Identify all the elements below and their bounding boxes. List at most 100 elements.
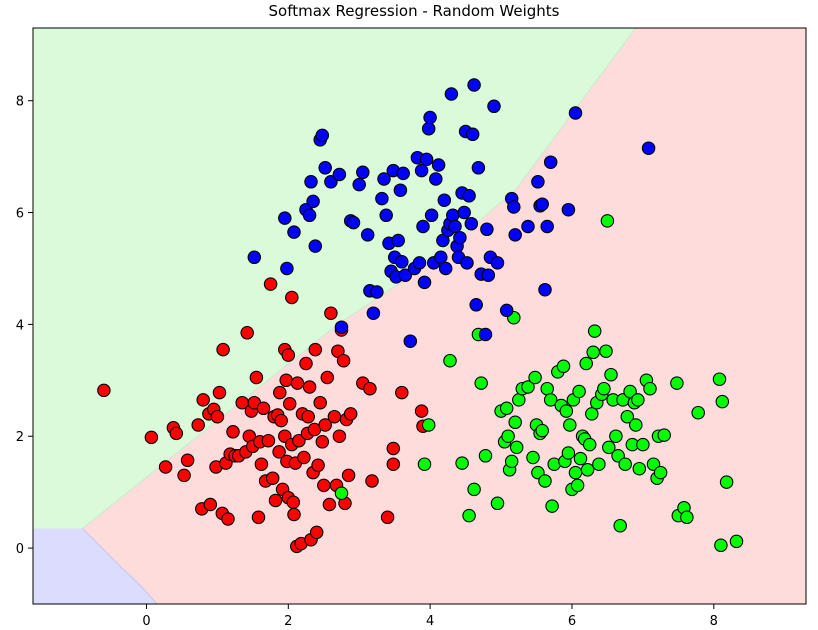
data-point [286,495,301,509]
data-point [379,208,393,223]
data-point [579,356,593,371]
data-point [629,418,643,432]
data-point [531,175,545,189]
data-point [670,376,684,390]
data-point [487,99,501,114]
data-point [499,303,514,318]
data-point [317,478,331,493]
data-point [490,496,505,511]
data-point [169,426,184,441]
data-point [370,285,384,299]
data-point [729,534,744,549]
data-point [585,407,599,421]
data-point [180,453,195,468]
y-tick-label: 0 [16,542,24,557]
data-point [620,409,635,424]
data-point [423,110,437,125]
data-point [712,372,727,386]
data-point [421,121,436,136]
data-point [680,510,694,525]
data-point [292,433,306,448]
data-point [499,401,514,416]
y-tick-label: 8 [16,95,24,110]
data-point [599,344,613,358]
x-tick-label: 2 [284,614,292,629]
data-point [501,429,515,443]
data-point [636,437,650,452]
data-point [609,429,623,443]
data-point [309,525,324,540]
data-point [431,158,446,172]
data-point [278,211,292,225]
data-point [216,342,230,357]
data-point [521,219,535,234]
data-point [280,261,294,276]
data-point [336,353,351,368]
data-point [613,518,627,533]
data-point [602,440,616,455]
data-point [568,465,583,480]
data-point [311,458,325,473]
data-point [478,327,493,342]
data-point [540,381,554,396]
data-point [414,404,429,418]
y-tick-label: 6 [16,207,24,222]
boundary-blue-red [82,528,158,605]
data-point [507,200,521,214]
data-point [714,538,728,553]
data-point [604,367,618,382]
data-point [641,141,656,155]
data-point [341,468,356,483]
data-point [306,194,320,209]
axes-frame [32,27,807,605]
data-point [297,450,311,465]
data-point [535,423,549,438]
data-point [512,393,526,407]
data-point [256,401,271,416]
data-point [386,441,401,456]
data-point [467,78,481,92]
data-point [572,384,586,399]
data-point [437,193,452,207]
data-point [282,397,297,411]
data-point [453,230,467,245]
data-point [509,440,524,455]
data-point [570,478,585,493]
data-point [318,161,332,175]
data-point [377,172,391,186]
data-point [538,474,552,488]
data-point [324,175,338,189]
data-point [462,508,476,523]
data-point [417,275,432,290]
data-point [254,457,269,471]
data-point [424,208,439,223]
data-point [417,457,432,471]
data-point [643,381,657,396]
data-point [538,282,552,297]
data-point [315,435,330,449]
data-point [508,228,522,242]
data-point [480,222,494,237]
data-point [346,215,361,230]
data-point [618,457,632,471]
data-point [543,155,558,169]
data-point [469,298,483,312]
x-tick-label: 4 [426,614,434,629]
data-point [467,482,481,497]
data-point [210,409,225,424]
data-point [196,393,210,407]
chart-title: Softmax Regression - Random Weights [269,2,560,20]
data-point [249,370,264,385]
data-point [455,456,469,470]
data-points [97,78,744,554]
data-point [545,499,559,513]
data-point [327,409,342,424]
data-point [419,152,434,167]
data-point [308,342,323,357]
data-point [559,404,574,418]
data-point [561,202,576,217]
data-point [715,394,730,409]
data-point [474,376,488,390]
y-tick-label: 4 [16,318,24,333]
